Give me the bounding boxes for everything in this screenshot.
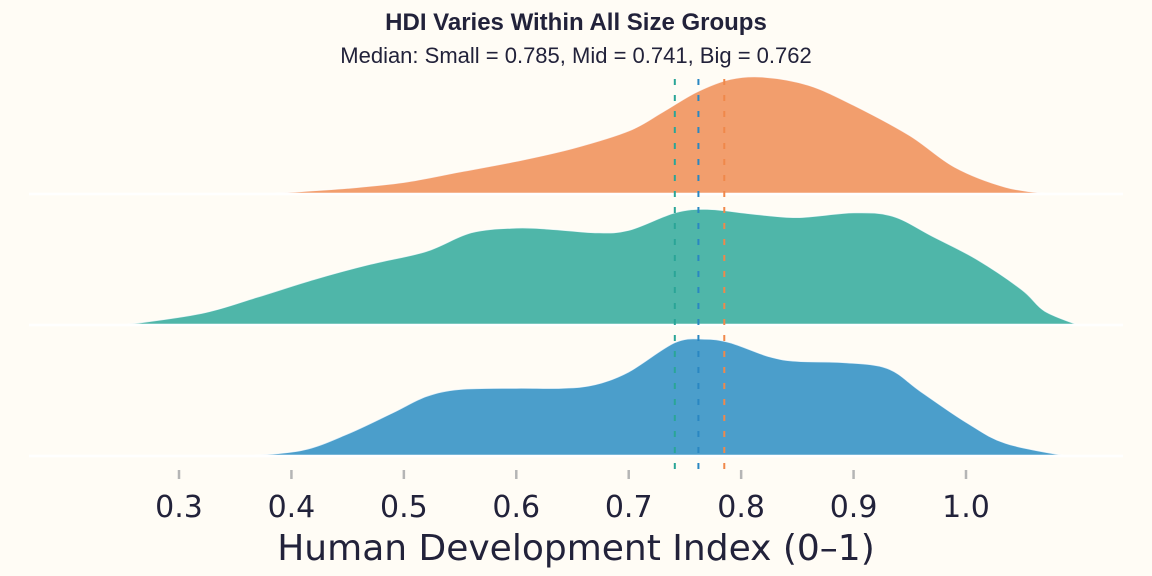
x-tick-label: 0.6 — [492, 490, 540, 525]
chart-subtitle: Median: Small = 0.785, Mid = 0.741, Big … — [340, 43, 811, 68]
ridge-area-big — [246, 338, 1068, 457]
x-axis-label: Human Development Index (0–1) — [277, 528, 875, 569]
x-tick-label: 0.4 — [268, 490, 316, 525]
ridge-big — [29, 338, 1123, 458]
x-tick-label: 0.5 — [380, 490, 428, 525]
x-tick-label: 0.8 — [717, 490, 765, 525]
ridge-area-small — [264, 75, 1051, 195]
ridge-mid — [29, 208, 1123, 327]
x-tick-label: 1.0 — [942, 490, 990, 525]
ridge-area-mid — [122, 208, 1079, 326]
x-tick-label: 0.9 — [830, 490, 878, 525]
chart-title: HDI Varies Within All Size Groups — [385, 9, 767, 36]
ridges-group — [29, 75, 1123, 458]
median-lines-group — [673, 79, 726, 472]
x-axis: 0.3 0.4 0.5 0.6 0.7 0.8 0.9 1.0 — [155, 470, 990, 525]
ridge-small — [29, 75, 1123, 196]
x-tick-label: 0.3 — [155, 490, 203, 525]
x-tick-label: 0.7 — [605, 490, 653, 525]
